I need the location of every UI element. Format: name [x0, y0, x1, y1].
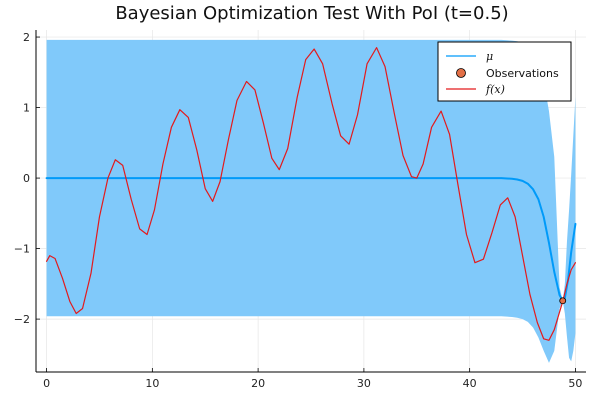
legend: μ Observations f(x) [437, 41, 572, 102]
observation-points [559, 297, 567, 305]
chart-title: Bayesian Optimization Test With PoI (t=0… [115, 3, 508, 24]
observation-point [559, 297, 567, 305]
y-tick-label: 0 [23, 172, 30, 185]
series-line-f [45, 47, 577, 341]
x-tick-label: 50 [568, 377, 582, 390]
x-tick-label: 20 [251, 377, 265, 390]
uncertainty-band [46, 39, 576, 363]
legend-observations-swatch [456, 68, 466, 78]
confidence-band [46, 39, 576, 363]
y-tick-label: −1 [14, 243, 30, 256]
y-tick-label: 1 [23, 102, 30, 115]
y-tick-label: 2 [23, 31, 30, 44]
legend-observations-label: Observations [486, 67, 559, 80]
x-tick-label: 10 [145, 377, 159, 390]
legend-mu-label: μ [486, 50, 493, 63]
tick-labels: 0 10 20 30 40 50 −2 −1 0 1 2 [14, 31, 583, 390]
y-tick-label: −2 [14, 313, 30, 326]
x-tick-label: 40 [463, 377, 477, 390]
x-tick-label: 30 [357, 377, 371, 390]
legend-f-label: f(x) [485, 83, 505, 96]
x-tick-label: 0 [43, 377, 50, 390]
axes [35, 30, 586, 373]
